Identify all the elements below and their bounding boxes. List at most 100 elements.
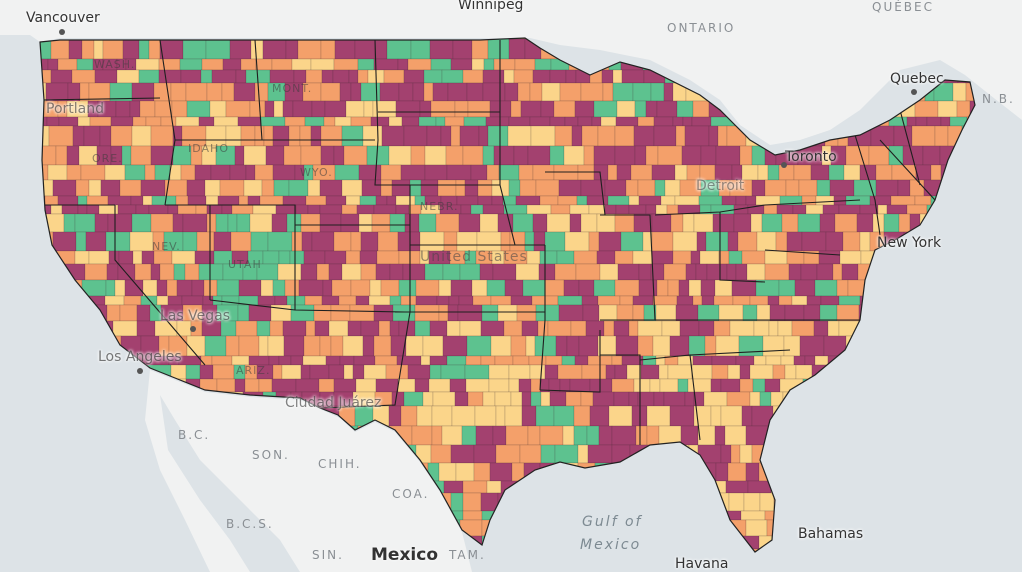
county-cell[interactable] [917,69,939,84]
county-cell[interactable] [136,320,156,337]
county-cell[interactable] [805,391,828,407]
county-cell[interactable] [905,320,922,337]
county-cell[interactable] [345,250,361,265]
county-cell[interactable] [984,356,1001,365]
county-cell[interactable] [518,378,532,393]
county-cell[interactable] [910,335,921,357]
county-cell[interactable] [764,145,777,166]
county-cell[interactable] [593,100,618,118]
county-cell[interactable] [563,279,580,297]
county-cell[interactable] [448,295,460,306]
county-cell[interactable] [414,378,430,393]
county-cell[interactable] [956,263,975,281]
county-cell[interactable] [868,145,890,166]
county-cell[interactable] [122,444,139,464]
county-cell[interactable] [67,320,92,337]
county-cell[interactable] [692,355,713,366]
county-cell[interactable] [601,69,614,84]
county-cell[interactable] [672,250,692,265]
county-cell[interactable] [546,548,562,564]
county-cell[interactable] [687,378,712,393]
county-cell[interactable] [87,100,99,118]
county-cell[interactable] [403,69,425,84]
county-cell[interactable] [857,364,874,380]
county-cell[interactable] [464,364,490,380]
county-cell[interactable] [105,279,116,297]
county-cell[interactable] [827,355,850,366]
county-cell[interactable] [772,405,793,427]
county-cell[interactable] [818,250,841,265]
county-cell[interactable] [297,38,322,60]
county-cell[interactable] [698,320,715,337]
county-cell[interactable] [478,125,489,147]
county-cell[interactable] [897,444,909,464]
county-cell[interactable] [688,279,702,297]
county-cell[interactable] [190,320,203,337]
county-cell[interactable] [325,195,347,206]
county-cell[interactable] [822,204,840,215]
county-cell[interactable] [777,320,793,337]
county-cell[interactable] [917,231,935,252]
county-cell[interactable] [119,179,142,197]
county-cell[interactable] [947,425,970,446]
county-cell[interactable] [638,195,662,206]
county-cell[interactable] [573,425,588,446]
county-cell[interactable] [710,405,722,427]
county-cell[interactable] [330,335,344,357]
county-cell[interactable] [651,164,676,181]
county-cell[interactable] [271,58,293,71]
county-cell[interactable] [494,391,512,407]
county-cell[interactable] [574,355,589,366]
county-cell[interactable] [106,355,131,366]
county-cell[interactable] [672,231,698,252]
county-cell[interactable] [653,125,677,147]
county-cell[interactable] [634,100,647,118]
county-cell[interactable] [926,391,943,407]
county-cell[interactable] [665,492,684,512]
county-cell[interactable] [350,116,372,127]
county-cell[interactable] [652,335,671,357]
county-cell[interactable] [314,320,330,337]
county-cell[interactable] [30,250,52,265]
county-cell[interactable] [362,335,375,357]
county-cell[interactable] [715,462,729,482]
county-cell[interactable] [733,213,752,233]
county-cell[interactable] [441,425,463,446]
county-cell[interactable] [225,125,242,147]
county-cell[interactable] [215,213,229,233]
county-cell[interactable] [928,480,947,494]
county-cell[interactable] [132,535,157,550]
county-cell[interactable] [360,263,377,281]
county-cell[interactable] [598,304,618,322]
county-cell[interactable] [449,378,467,393]
county-cell[interactable] [619,295,634,306]
county-cell[interactable] [438,304,449,322]
county-cell[interactable] [956,355,972,366]
county-cell[interactable] [487,38,510,60]
county-cell[interactable] [516,519,541,537]
county-cell[interactable] [94,69,118,84]
county-cell[interactable] [186,179,206,197]
county-cell[interactable] [460,204,472,215]
county-cell[interactable] [834,213,858,233]
county-cell[interactable] [684,125,710,147]
county-cell[interactable] [209,100,227,118]
county-cell[interactable] [669,405,695,427]
county-cell[interactable] [386,195,397,206]
county-cell[interactable] [695,263,708,281]
county-cell[interactable] [41,279,54,297]
county-cell[interactable] [254,82,269,102]
county-cell[interactable] [182,38,207,60]
county-cell[interactable] [544,231,566,252]
county-cell[interactable] [129,100,141,118]
county-cell[interactable] [481,304,499,322]
county-cell[interactable] [397,58,409,71]
county-cell[interactable] [77,204,88,215]
county-cell[interactable] [302,82,322,102]
county-cell[interactable] [869,195,892,206]
county-cell[interactable] [449,250,466,265]
county-cell[interactable] [563,145,585,166]
county-cell[interactable] [682,492,697,512]
county-cell[interactable] [576,195,588,206]
